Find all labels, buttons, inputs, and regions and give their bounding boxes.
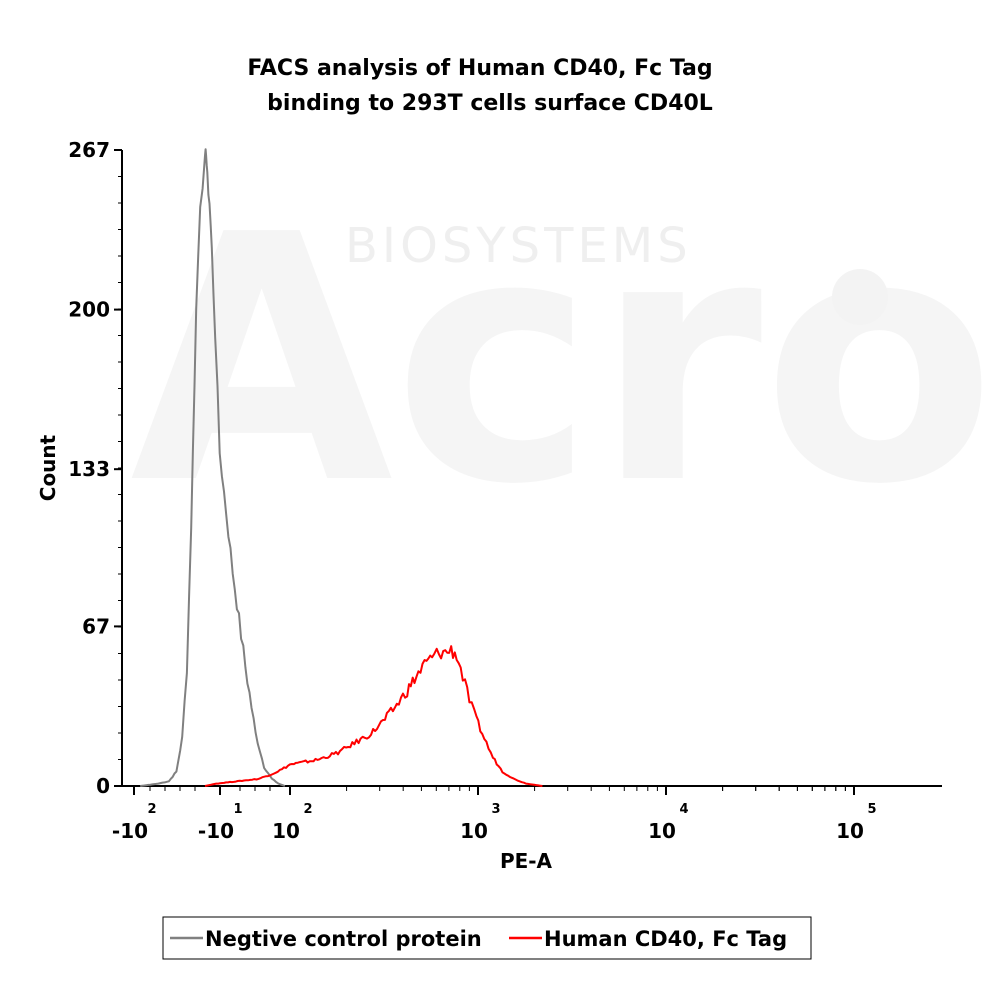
chart-title-line-1: FACS analysis of Human CD40, Fc Tag bbox=[247, 56, 712, 81]
watermark-dot bbox=[832, 269, 888, 325]
y-tick-label: 200 bbox=[68, 298, 110, 322]
y-tick-label: 0 bbox=[96, 774, 110, 798]
y-axis-title: Count bbox=[36, 434, 60, 501]
watermark: Acro BIOSYSTEMS bbox=[130, 163, 996, 559]
x-tick-base: 10 bbox=[648, 819, 676, 843]
x-tick-exponent: 2 bbox=[147, 802, 156, 817]
x-tick-exponent: 4 bbox=[679, 802, 688, 817]
x-tick-exponent: 3 bbox=[491, 802, 500, 817]
legend-label-cd40: Human CD40, Fc Tag bbox=[544, 927, 787, 951]
x-tick-exponent: 2 bbox=[303, 802, 312, 817]
x-tick-exponent: 1 bbox=[233, 802, 242, 817]
y-tick-label: 67 bbox=[82, 614, 110, 638]
x-tick-base: 10 bbox=[272, 819, 300, 843]
y-ticks: 0 67 133 200 267 bbox=[68, 138, 122, 798]
series-line-human-cd40 bbox=[204, 645, 543, 787]
chart-title-line-2: binding to 293T cells surface CD40L bbox=[267, 91, 713, 116]
y-tick-label: 267 bbox=[68, 138, 110, 162]
series-line-negative-control bbox=[140, 148, 286, 787]
watermark-subtitle: BIOSYSTEMS bbox=[345, 218, 692, 274]
legend-box bbox=[162, 916, 812, 960]
x-tick-base: 10 bbox=[460, 819, 488, 843]
x-tick-base: 10 bbox=[836, 819, 864, 843]
x-tick-base: -10 bbox=[198, 819, 234, 843]
legend-label-negative: Negtive control protein bbox=[205, 927, 482, 951]
legend: Negtive control protein Human CD40, Fc T… bbox=[162, 916, 812, 960]
x-tick-exponent: 5 bbox=[867, 802, 876, 817]
x-axis-title: PE-A bbox=[500, 849, 553, 873]
y-tick-label: 133 bbox=[68, 457, 110, 481]
watermark-brand: Acro bbox=[130, 163, 996, 559]
x-tick-base: -10 bbox=[112, 819, 148, 843]
series-layer bbox=[140, 148, 543, 787]
